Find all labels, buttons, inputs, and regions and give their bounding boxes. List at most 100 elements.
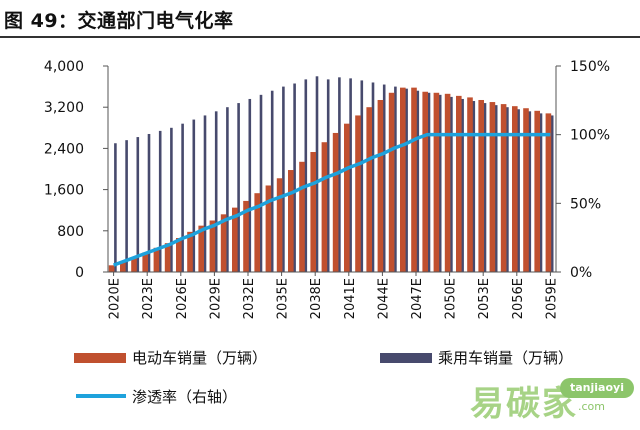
x-tick-label: 2029E — [208, 278, 223, 319]
bar-ev-2030E — [220, 214, 227, 272]
bar-passenger-2044E — [382, 84, 386, 272]
x-tick-label: 2023E — [141, 278, 156, 319]
y-left-tick-label: 1,600 — [44, 183, 84, 199]
y-right-tick-label: 150% — [570, 59, 610, 75]
bar-ev-2024E — [153, 247, 160, 272]
title-divider — [0, 36, 640, 38]
bar-passenger-2051E — [461, 98, 464, 273]
bar-ev-2029E — [209, 220, 216, 272]
bar-passenger-2050E — [450, 96, 453, 273]
y-left-tick-label: 800 — [57, 224, 84, 240]
bar-ev-2043E — [366, 107, 372, 272]
x-tick-label: 2035E — [276, 278, 291, 319]
bar-passenger-2052E — [472, 101, 476, 272]
bar-passenger-2042E — [360, 80, 364, 272]
y-left-tick-label: 0 — [75, 265, 84, 281]
y-left-tick-label: 3,200 — [44, 100, 84, 116]
x-tick-label: 2020E — [108, 278, 123, 319]
x-tick-label: 2056E — [511, 278, 526, 319]
y-right-tick-label: 0% — [570, 265, 592, 281]
bar-passenger-2033E — [259, 94, 263, 272]
bar-ev-2045E — [388, 92, 395, 272]
bar-passenger-2032E — [248, 98, 252, 273]
y-left-tick-label: 2,400 — [44, 141, 84, 157]
watermark-logo: 易碳家 tanjiaoyi .com — [468, 376, 638, 426]
bar-passenger-2029E — [214, 111, 218, 272]
bar-passenger-2034E — [270, 90, 274, 272]
legend-swatch-ev — [74, 353, 126, 363]
bar-passenger-2043E — [371, 82, 375, 272]
bar-ev-2049E — [433, 92, 440, 272]
legend-label-penetration: 渗透率（右轴） — [132, 388, 237, 406]
bar-ev-2046E — [400, 87, 406, 272]
bar-passenger-2054E — [494, 105, 498, 272]
y-right-tick-label: 100% — [570, 128, 610, 144]
x-tick-label: 2044E — [376, 278, 391, 319]
bar-passenger-2036E — [293, 83, 296, 272]
bar-passenger-2053E — [483, 103, 487, 272]
x-tick-label: 2050E — [444, 278, 459, 319]
electrification-chart: 0 800 1,600 2,400 3,200 4,000 0% 50% 100% 150% 202… — [44, 59, 610, 406]
bar-ev-2028E — [198, 225, 204, 272]
bar-ev-2032E — [243, 200, 249, 272]
bar-ev-2039E — [321, 142, 328, 272]
bar-passenger-2046E — [405, 88, 408, 272]
bar-ev-2050E — [444, 93, 451, 272]
bar-passenger-2056E — [517, 109, 520, 272]
bar-ev-2048E — [422, 91, 428, 272]
bar-passenger-2021E — [125, 140, 128, 272]
bar-passenger-2047E — [416, 90, 420, 272]
bar-passenger-2030E — [226, 107, 229, 272]
legend-label-ev: 电动车销量（万辆） — [132, 349, 267, 367]
bar-passenger-2023E — [147, 133, 151, 272]
bar-passenger-2040E — [338, 77, 341, 272]
bar-ev-2031E — [232, 207, 238, 273]
x-tick-label: 2041E — [343, 278, 358, 319]
x-tick-label: 2053E — [477, 278, 492, 319]
bar-passenger-2049E — [438, 94, 442, 272]
bar-ev-2054E — [489, 102, 496, 272]
bar-passenger-2037E — [304, 79, 308, 272]
bar-passenger-2027E — [192, 119, 196, 272]
legend-label-passenger: 乘用车销量（万辆） — [438, 349, 573, 367]
bar-ev-2056E — [512, 106, 518, 272]
bar-ev-2022E — [131, 257, 137, 272]
watermark-brand: 易碳家 — [470, 384, 578, 424]
bar-ev-2021E — [120, 261, 126, 272]
bar-passenger-2055E — [506, 107, 509, 272]
bar-passenger-2022E — [136, 137, 140, 272]
bar-passenger-2057E — [528, 111, 532, 272]
title-bar: 图 49：交通部门电气化率 — [0, 0, 640, 40]
watermark-badge: tanjiaoyi — [560, 378, 634, 398]
bar-ev-2037E — [299, 161, 305, 272]
page-title: 图 49：交通部门电气化率 — [4, 10, 234, 32]
bar-ev-2055E — [500, 104, 507, 272]
legend-swatch-passenger — [380, 353, 432, 363]
x-tick-label: 2047E — [410, 278, 425, 319]
line-penetration-rate — [112, 132, 551, 267]
x-tick-label: 2032E — [242, 278, 257, 319]
x-tick-label: 2026E — [175, 278, 190, 319]
bar-ev-2020E — [108, 265, 115, 272]
bar-ev-2058E — [534, 110, 540, 272]
bar-ev-2052E — [467, 97, 473, 272]
bar-passenger-2059E — [550, 115, 554, 272]
bar-ev-2051E — [456, 95, 462, 272]
bar-ev-2033E — [254, 193, 260, 272]
bar-passenger-2038E — [315, 76, 319, 272]
bar-ev-2053E — [478, 99, 484, 272]
x-tick-label: 2038E — [309, 278, 324, 319]
bar-ev-2023E — [142, 252, 148, 272]
bar-ev-2027E — [187, 231, 193, 272]
y-right-tick-label: 50% — [570, 196, 601, 212]
bar-ev-2040E — [332, 132, 339, 272]
bar-passenger-2048E — [427, 92, 431, 272]
bar-passenger-2058E — [539, 113, 543, 272]
bar-passenger-2026E — [181, 123, 184, 273]
bar-ev-2042E — [355, 115, 361, 272]
bar-ev-2026E — [176, 238, 182, 272]
bar-ev-2035E — [276, 178, 283, 272]
bar-passenger-2041E — [349, 78, 352, 272]
bar-passenger-2031E — [237, 103, 240, 272]
bar-ev-2038E — [310, 152, 316, 272]
